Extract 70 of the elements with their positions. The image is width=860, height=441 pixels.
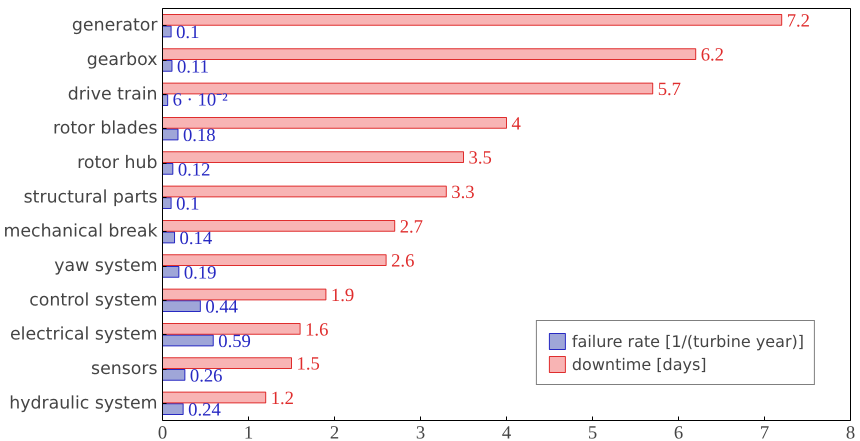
bar [162,82,654,94]
y-tick-label: drive train [68,84,158,104]
bar [162,26,172,38]
y-tick-label: yaw system [54,256,158,276]
data-label: 7.2 [786,10,810,32]
bar [162,322,301,335]
bar [162,116,507,129]
data-label: 3.5 [468,148,492,169]
bar [162,14,782,26]
x-tick-label: 7 [760,422,770,441]
data-label: 1.6 [305,319,328,340]
bar [162,186,447,198]
y-tick-label: structural parts [24,187,158,208]
data-label: 4 [512,113,522,134]
data-label: 1.5 [296,354,320,375]
data-label: 6.2 [700,44,724,66]
data-label: 0.12 [178,159,210,180]
bar [162,403,184,416]
bar [162,357,292,370]
bar [162,128,178,140]
data-label: 0.11 [176,56,209,78]
x-tick-label: 0 [158,422,168,441]
y-tick-label: generator [72,16,158,36]
bar [162,266,180,278]
y-tick-label: electrical system [10,324,158,345]
bar [162,368,186,381]
y-tick-label: sensors [91,359,158,379]
bar [162,60,172,72]
data-label: 0.19 [184,262,216,284]
x-tick-label: 4 [502,422,512,441]
bar [162,197,172,210]
bar [162,151,464,164]
y-tick-label: rotor blades [53,118,158,139]
data-label: 5.7 [658,78,682,100]
y-tick-label: control system [29,290,158,310]
bar [162,48,696,60]
data-label: 1.2 [270,388,294,409]
x-tick-label: 8 [846,422,856,441]
x-tick-label: 3 [416,422,426,441]
data-label: 0.1 [176,194,200,215]
data-label: 2.6 [391,250,414,272]
x-tick-label: 6 [674,422,684,441]
data-label: 1.9 [330,284,354,306]
x-tick-label: 5 [588,422,598,441]
x-tick-label: 2 [330,422,340,441]
y-tick-label: rotor hub [77,153,158,173]
data-label: 0.24 [188,400,222,421]
data-label: 0.18 [182,125,216,146]
y-tick-label: mechanical break [4,222,158,242]
data-label: 0.59 [218,331,251,352]
data-label: 2.7 [400,216,424,238]
legend-label: failure rate [1/(turbine year)] [572,332,804,350]
bar [162,300,201,312]
bar [162,254,387,266]
y-tick-label: gearbox [86,50,158,70]
data-label: 0.44 [205,296,239,318]
data-label: 0.1 [176,22,200,44]
bar [162,334,214,346]
bar [162,162,174,175]
x-tick-label: 1 [244,422,254,441]
bar [162,392,266,404]
legend-label: downtime [days] [572,354,707,374]
y-tick-label: hydraulic system [9,393,158,414]
bar [162,220,396,232]
data-label: 0.14 [180,228,213,250]
data-label: 0.26 [190,365,223,386]
bar [162,232,176,244]
data-label: 3.3 [451,182,475,203]
bar [162,288,326,300]
data-label: 6 · 10⁻² [172,90,228,111]
